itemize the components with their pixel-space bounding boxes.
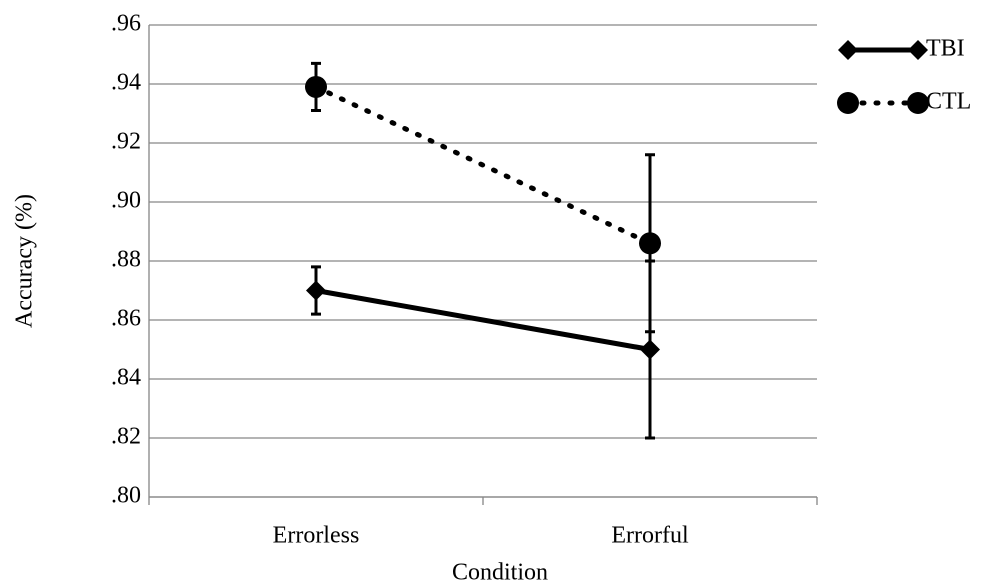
series-line [313,84,653,246]
x-axis-title: Condition [452,560,548,586]
x-tick-label: Errorful [611,523,689,549]
y-tick-label: .84 [111,365,141,391]
marker [640,339,660,360]
y-axis-title: Accuracy (%) [12,194,38,328]
legend-marker [908,40,928,60]
y-tick-label: .92 [111,129,141,155]
legend-label: CTL [926,89,971,115]
legend-marker [907,92,929,114]
legend-label: TBI [926,36,965,62]
y-tick-label: .88 [111,247,141,273]
y-tick-label: .96 [111,11,141,37]
y-tick-label: .86 [111,306,141,332]
y-tick-label: .94 [111,70,141,96]
x-tick-label: Errorless [273,523,360,549]
y-tick-label: .80 [111,483,141,509]
marker [305,75,327,98]
legend-marker [838,40,858,60]
y-tick-label: .82 [111,424,141,450]
y-tick-label: .90 [111,188,141,214]
legend-marker [837,92,859,114]
series-line [313,288,653,352]
marker [306,280,326,301]
marker [639,232,661,255]
